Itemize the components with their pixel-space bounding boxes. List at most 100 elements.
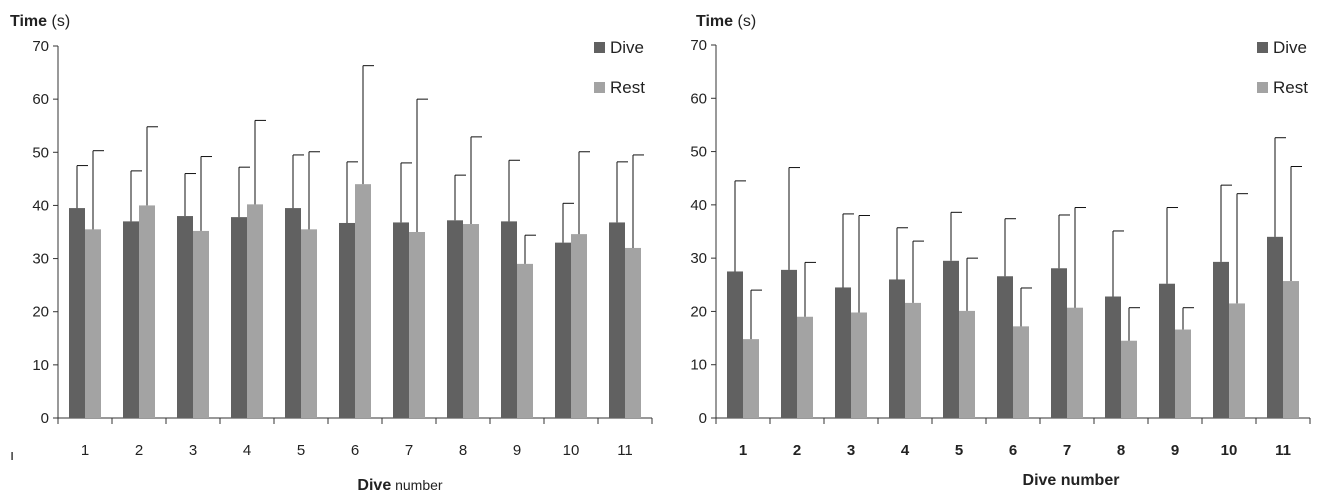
y-axis-title-main: Time [10,13,47,30]
x-tick-label: 1 [81,442,89,459]
legend-swatch-rest [594,82,605,93]
x-tick-label: 1 [739,442,747,459]
x-tick-label: 10 [1221,442,1238,459]
legend-label-rest: Rest [1273,78,1308,97]
bar-rest-5 [959,310,975,418]
bar-dive-4 [231,217,247,418]
y-tick-label: 30 [690,250,707,267]
bar-rest-7 [409,232,425,418]
bar-rest-9 [517,263,533,418]
bar-dive-10 [1213,261,1229,418]
y-tick-label: 40 [32,197,49,214]
bar-rest-9 [1175,329,1191,418]
y-tick-label: 10 [690,357,707,374]
x-tick-label: 9 [513,442,521,459]
bar-dive-3 [177,216,193,418]
bar-rest-4 [247,204,263,418]
bar-rest-11 [1283,281,1299,418]
y-axis-title-unit: (s) [47,13,70,30]
bar-dive-6 [339,222,355,418]
bar-dive-9 [1159,283,1175,418]
x-tick-label: 7 [1063,442,1071,459]
bar-dive-5 [285,208,301,418]
legend-label-rest: Rest [610,78,645,97]
bar-dive-2 [123,221,139,418]
y-tick-label: 60 [32,91,49,108]
x-axis-title-rest: number [391,477,443,492]
bar-dive-7 [393,222,409,418]
x-axis-title-main: Dive number [1023,472,1120,489]
bar-chart-right: Time (s) 0 10 20 30 40 50 60 70 1 2 3 4 5 6 7 8 9 10 11 Dive… [690,13,1311,489]
bar-dive-7 [1051,268,1067,418]
bar-dive-1 [69,208,85,418]
x-tick-label: 9 [1171,442,1179,459]
bar-dive-1 [727,271,743,418]
y-tick-label: 0 [699,410,707,427]
bar-dive-8 [447,220,463,418]
x-tick-label: 4 [243,442,251,459]
bar-rest-5 [301,229,317,418]
bar-dive-11 [609,222,625,418]
bar-dive-11 [1267,236,1283,418]
y-axis-title: Time (s) [696,13,756,30]
x-tick-label: 4 [901,442,910,459]
bar-rest-8 [1121,340,1137,418]
legend-label-dive: Dive [1273,38,1307,57]
x-tick-label: 5 [297,442,305,459]
x-tick-label: 7 [405,442,413,459]
x-tick-label: 8 [1117,442,1125,459]
y-tick-label: 20 [690,303,707,320]
bar-dive-5 [943,260,959,418]
x-tick-label: 8 [459,442,467,459]
bar-rest-6 [1013,326,1029,418]
y-tick-label: 70 [690,37,707,54]
x-tick-label: 2 [135,442,143,459]
y-tick-label: 20 [32,304,49,321]
bar-dive-10 [555,242,571,418]
bar-rest-7 [1067,307,1083,418]
y-tick-label: 60 [690,90,707,107]
x-tick-label: 11 [617,442,633,459]
bar-rest-3 [851,312,867,418]
x-tick-label: 11 [1275,442,1291,459]
y-tick-label: 50 [690,144,707,161]
bar-rest-3 [193,230,209,418]
stray-mark: ı [10,447,14,464]
x-tick-label: 6 [1009,442,1017,459]
chart-panel-left: Time (s) 0 10 20 30 40 50 60 70 1 2 3 4 5 6 7 8 9 10 11 Dive… [10,13,653,492]
bar-rest-6 [355,184,371,418]
x-tick-label: 3 [847,442,855,459]
legend-swatch-dive [1257,42,1268,53]
bar-rest-1 [85,229,101,418]
x-tick-label: 10 [563,442,580,459]
bar-chart-left: Time (s) 0 10 20 30 40 50 60 70 1 2 3 4 5 6 7 8 9 10 11 Dive… [10,13,653,492]
bar-rest-10 [571,234,587,418]
legend-swatch-dive [594,42,605,53]
y-tick-label: 10 [32,357,49,374]
bar-rest-2 [139,205,155,418]
y-tick-label: 0 [41,410,49,427]
bar-dive-8 [1105,296,1121,418]
y-tick-label: 30 [32,251,49,268]
bar-rest-8 [463,224,479,418]
x-tick-label: 3 [189,442,197,459]
y-axis-title: Time (s) [10,13,70,30]
y-axis-title-unit: (s) [733,13,756,30]
chart-panel-right: Time (s) 0 10 20 30 40 50 60 70 1 2 3 4 5 6 7 8 9 10 11 Dive… [659,0,1318,492]
x-axis-title: Dive number [1023,472,1120,489]
x-tick-label: 5 [955,442,963,459]
x-tick-label: 2 [793,442,801,459]
bar-rest-10 [1229,303,1245,418]
bar-rest-2 [797,316,813,418]
bar-rest-4 [905,302,921,418]
y-tick-label: 50 [32,144,49,161]
x-tick-label: 6 [351,442,359,459]
bar-dive-6 [997,276,1013,418]
x-axis-title: Dive number [357,477,442,492]
legend-label-dive: Dive [610,38,644,57]
bar-dive-3 [835,287,851,418]
y-axis-title-main: Time [696,13,733,30]
x-axis-title-main: Dive [357,477,391,492]
bar-rest-1 [743,339,759,418]
bar-dive-9 [501,221,517,418]
